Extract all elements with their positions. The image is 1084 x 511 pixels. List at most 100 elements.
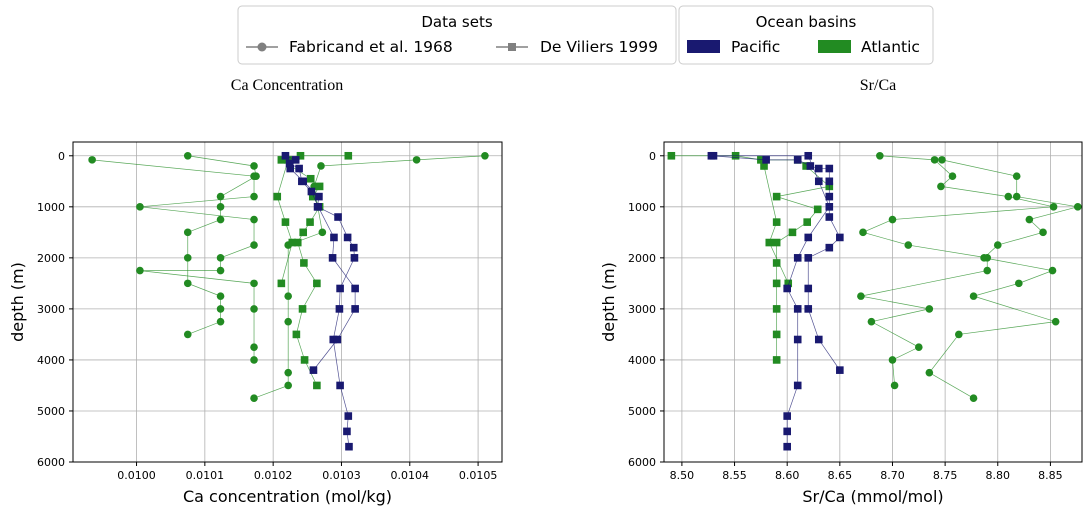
data-point-atlantic-circle [1015, 279, 1023, 288]
panel-title-ca: Ca Concentration [231, 77, 343, 94]
series-line-atlantic [92, 159, 255, 360]
legend-item-deviliers: De Viliers 1999 [496, 38, 658, 56]
data-point-pacific-square [804, 284, 813, 293]
data-point-pacific-square [825, 177, 834, 186]
series-line-atlantic [253, 155, 485, 399]
data-point-atlantic-square [772, 330, 781, 339]
data-point-atlantic-circle [250, 394, 258, 403]
data-point-pacific-square [334, 213, 342, 221]
data-point-pacific-square [336, 381, 344, 390]
data-point-atlantic-circle [183, 228, 192, 237]
y-tick-label: 4000 [37, 354, 65, 367]
legend-square-marker-icon [508, 43, 516, 51]
data-point-atlantic-square [772, 356, 781, 364]
data-point-atlantic-square [772, 259, 781, 267]
data-point-pacific-square [783, 284, 791, 293]
data-point-pacific-square [793, 156, 802, 164]
legend-label-fabricand: Fabricand et al. 1968 [289, 38, 453, 56]
data-point-atlantic-circle [250, 215, 258, 224]
data-point-atlantic-circle [136, 203, 144, 211]
data-point-pacific-square [350, 254, 359, 262]
series-line-atlantic [860, 155, 1054, 386]
y-tick-label: 2000 [628, 252, 656, 265]
data-point-pacific-square [825, 243, 834, 252]
data-point-atlantic-circle [888, 356, 897, 364]
data-point-atlantic-circle [1025, 215, 1034, 224]
data-point-pacific-square [836, 366, 844, 374]
data-point-atlantic-circle [888, 215, 897, 224]
y-tick-label: 1000 [37, 201, 65, 214]
data-point-atlantic-circle [859, 228, 867, 237]
data-point-atlantic-square [667, 151, 676, 160]
data-point-atlantic-circle [1048, 266, 1057, 275]
data-point-atlantic-circle [216, 203, 225, 211]
data-point-atlantic-square [772, 305, 781, 313]
data-point-atlantic-circle [183, 254, 192, 262]
y-tick-label: 4000 [628, 354, 656, 367]
data-point-atlantic-circle [980, 254, 988, 262]
x-tick-label: 0.0100 [117, 469, 156, 482]
x-tick-label: 8.85 [1038, 469, 1063, 482]
x-tick-label: 8.70 [880, 469, 905, 482]
data-point-pacific-square [285, 159, 294, 168]
data-point-atlantic-circle [216, 254, 225, 262]
legend-item-fabricand: Fabricand et al. 1968 [246, 38, 453, 56]
data-point-atlantic-square [315, 182, 324, 191]
data-point-pacific-square [343, 233, 352, 242]
legend-basins-title: Ocean basins [756, 13, 857, 31]
data-point-atlantic-circle [969, 394, 978, 403]
data-point-atlantic-circle [1049, 203, 1058, 211]
panel-title-srca: Sr/Ca [860, 77, 896, 94]
data-point-atlantic-square [273, 192, 282, 201]
y-axis-label: depth (m) [599, 262, 618, 342]
data-point-atlantic-circle [983, 266, 992, 275]
data-point-atlantic-square [772, 192, 781, 201]
data-point-pacific-square [351, 305, 359, 313]
data-point-atlantic-circle [216, 317, 225, 326]
legend-basins: Ocean basins Pacific Atlantic [678, 5, 934, 65]
data-point-pacific-square [330, 233, 338, 242]
data-point-atlantic-square [344, 151, 353, 160]
data-point-atlantic-square [784, 279, 793, 288]
data-point-pacific-square [814, 335, 823, 344]
legend-datasets-box [237, 5, 677, 65]
data-point-atlantic-circle [88, 156, 96, 164]
data-point-pacific-square [298, 177, 306, 186]
legend-basins-box [678, 5, 934, 65]
data-point-atlantic-square [772, 218, 781, 226]
legend-datasets: Data sets Fabricand et al. 1968 De Vilie… [237, 5, 677, 65]
data-point-pacific-square [804, 151, 813, 160]
data-point-atlantic-square [300, 356, 309, 364]
data-point-pacific-square [804, 233, 813, 242]
data-point-pacific-square [793, 254, 802, 262]
data-point-atlantic-circle [925, 305, 934, 313]
data-point-pacific-square [709, 151, 718, 160]
data-point-atlantic-circle [250, 192, 258, 201]
data-point-atlantic-circle [250, 241, 258, 249]
data-point-pacific-square [836, 233, 844, 242]
data-point-atlantic-square [277, 279, 286, 288]
data-point-atlantic-square [757, 156, 765, 164]
series-line-atlantic [763, 165, 789, 284]
data-point-pacific-square [351, 284, 359, 293]
x-tick-label: 8.65 [828, 469, 853, 482]
data-point-pacific-square [825, 164, 834, 173]
legend-item-pacific: Pacific [687, 38, 780, 56]
legend-label-atlantic: Atlantic [861, 38, 920, 56]
data-point-pacific-square [295, 164, 303, 173]
data-point-atlantic-circle [250, 305, 258, 313]
data-point-atlantic-circle [250, 279, 258, 288]
x-axis-label: Ca concentration (mol/kg) [183, 487, 392, 506]
x-tick-label: 0.0105 [459, 469, 498, 482]
data-point-atlantic-circle [183, 279, 192, 288]
data-point-atlantic-circle [904, 241, 913, 249]
data-point-pacific-square [329, 335, 338, 344]
data-point-pacific-square [343, 427, 351, 436]
axes-frame [663, 141, 1083, 463]
data-point-atlantic-circle [876, 151, 884, 160]
data-point-pacific-square [335, 305, 344, 313]
data-point-pacific-square [825, 213, 834, 221]
legend-datasets-title: Data sets [421, 13, 493, 31]
data-point-atlantic-square [772, 238, 781, 247]
